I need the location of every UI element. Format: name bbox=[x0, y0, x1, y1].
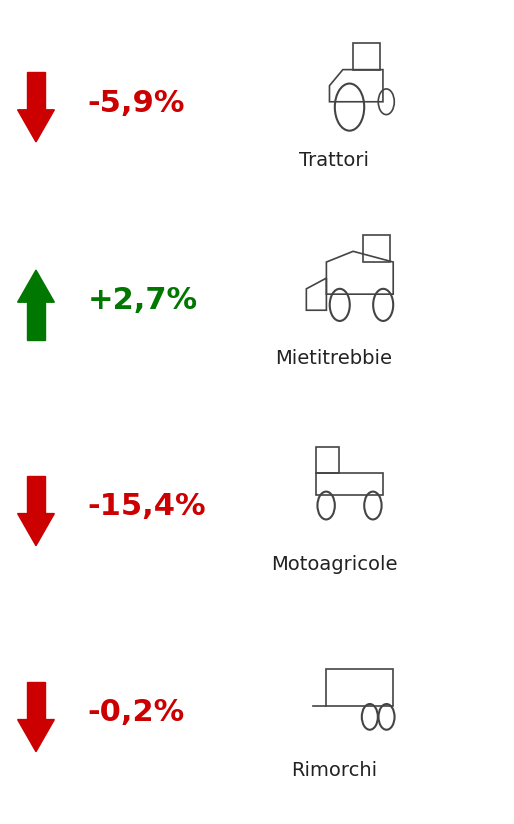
Polygon shape bbox=[27, 302, 45, 339]
Polygon shape bbox=[27, 476, 45, 513]
Polygon shape bbox=[17, 110, 54, 142]
Polygon shape bbox=[27, 73, 45, 110]
Text: Motoagricole: Motoagricole bbox=[271, 555, 397, 574]
Text: -15,4%: -15,4% bbox=[87, 492, 206, 522]
Polygon shape bbox=[27, 682, 45, 719]
Text: Rimorchi: Rimorchi bbox=[291, 761, 377, 780]
Polygon shape bbox=[17, 270, 54, 302]
Text: -0,2%: -0,2% bbox=[87, 698, 185, 728]
Text: Mietitrebbie: Mietitrebbie bbox=[276, 349, 393, 368]
Polygon shape bbox=[17, 513, 54, 545]
Text: Trattori: Trattori bbox=[299, 151, 369, 171]
Text: +2,7%: +2,7% bbox=[87, 286, 197, 316]
Text: -5,9%: -5,9% bbox=[87, 88, 185, 118]
Polygon shape bbox=[17, 719, 54, 751]
